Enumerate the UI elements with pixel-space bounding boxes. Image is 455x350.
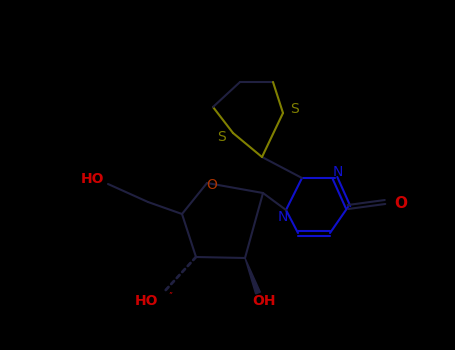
Text: ’’: ’’ (168, 292, 173, 301)
Text: OH: OH (252, 294, 276, 308)
Text: HO: HO (135, 294, 158, 308)
Text: HO: HO (81, 172, 104, 186)
Text: S: S (290, 102, 299, 116)
Text: N: N (278, 210, 288, 224)
Text: N: N (333, 165, 343, 179)
Text: O: O (207, 178, 217, 192)
Text: O: O (394, 196, 407, 210)
Text: S: S (217, 130, 226, 144)
Polygon shape (245, 258, 260, 294)
